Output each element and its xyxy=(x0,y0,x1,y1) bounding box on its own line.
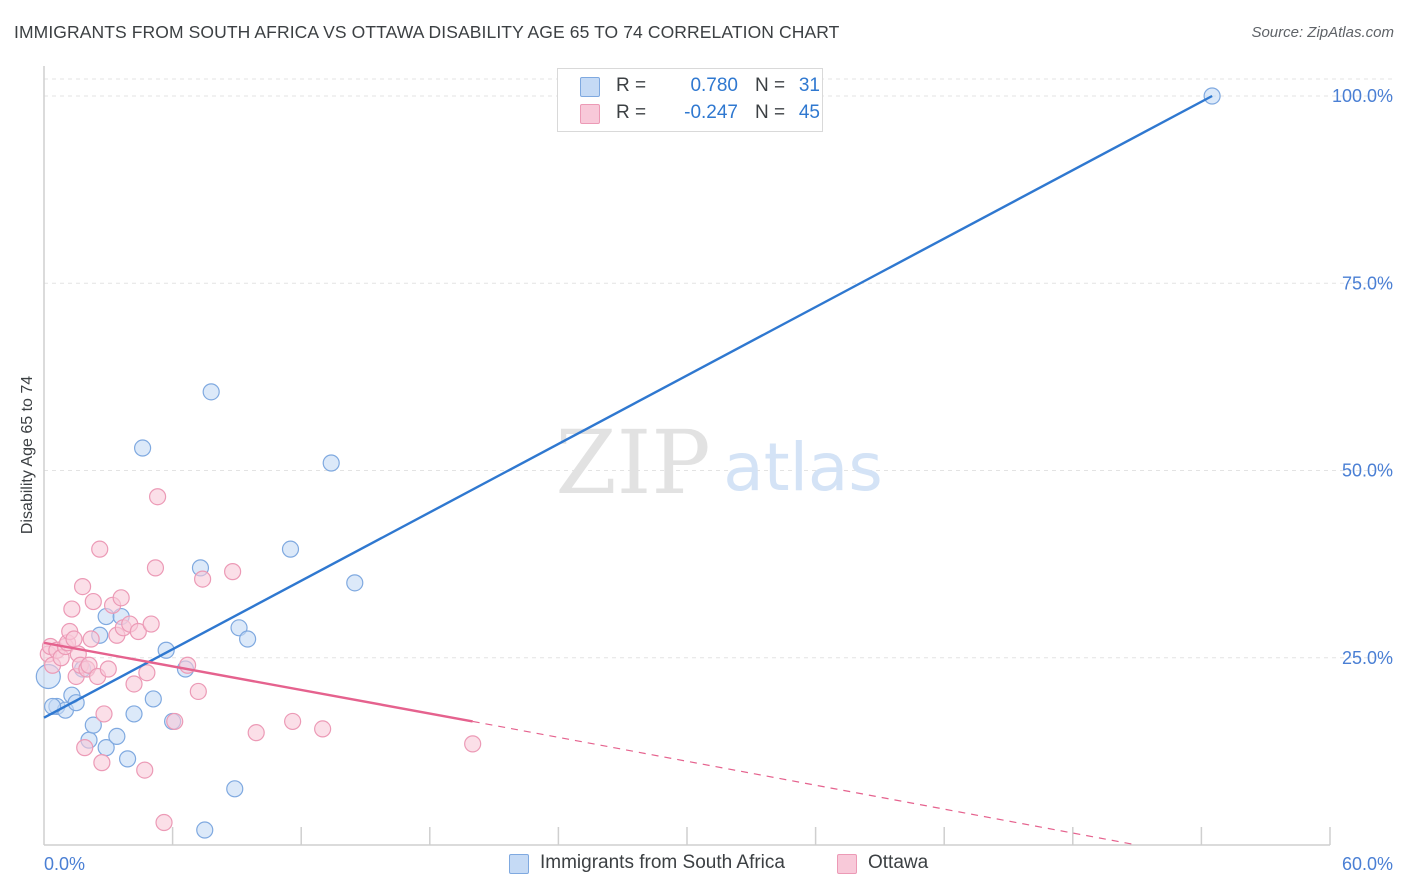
legend-swatch-blue xyxy=(580,77,600,97)
ottawa-point xyxy=(73,577,92,596)
south-africa-point xyxy=(118,750,137,768)
ottawa-point xyxy=(284,712,302,731)
ottawa-point xyxy=(93,754,111,772)
ottawa-point xyxy=(63,600,81,618)
ottawa-point xyxy=(76,739,94,757)
legend-n-label: N = xyxy=(755,102,786,123)
legend-r-label: R = xyxy=(616,102,647,123)
south-africa-point xyxy=(281,540,300,558)
watermark: ZIP atlas xyxy=(555,411,882,514)
ottawa-trend-extension xyxy=(472,720,1138,846)
ottawa-point xyxy=(148,488,167,506)
south-africa-point xyxy=(108,727,126,745)
legend-r-value: -0.247 xyxy=(684,102,738,123)
ottawa-point xyxy=(142,615,160,633)
south-africa-trend-line xyxy=(43,94,1213,719)
ottawa-point xyxy=(82,630,100,648)
bottom-legend-swatch-blue xyxy=(509,854,529,874)
legend-n-value: 31 xyxy=(798,75,820,96)
south-africa-point xyxy=(322,454,340,472)
tick-labels: 25.0% 50.0% 75.0% 100.0% 0.0% 60.0% xyxy=(44,86,1393,874)
ottawa-point xyxy=(95,705,113,723)
south-africa-point xyxy=(226,780,244,798)
ottawa-point xyxy=(146,559,165,577)
south-africa-point xyxy=(346,574,364,592)
south-africa-point xyxy=(196,821,214,839)
y-tick-label: 25.0% xyxy=(1342,648,1393,668)
south-africa-point xyxy=(125,705,143,723)
legend-r-label: R = xyxy=(616,75,647,96)
ottawa-point xyxy=(247,724,265,742)
ottawa-trend-line xyxy=(43,641,473,723)
ottawa-point xyxy=(464,735,482,753)
y-tick-label: 100.0% xyxy=(1332,86,1393,106)
trend-lines xyxy=(43,94,1213,846)
source-credit: Source: ZipAtlas.com xyxy=(1251,24,1394,41)
ottawa-point xyxy=(155,813,173,832)
bottom-legend-swatch-pink xyxy=(837,854,857,874)
y-tick-label: 75.0% xyxy=(1342,273,1393,293)
legend-r-value: 0.780 xyxy=(690,75,738,96)
x-tick-label-max: 60.0% xyxy=(1342,854,1393,874)
axes xyxy=(43,66,1331,846)
ottawa-point xyxy=(125,675,143,693)
legend-swatch-pink xyxy=(580,104,600,124)
ottawa-point xyxy=(138,664,156,682)
ottawa-point xyxy=(129,622,147,641)
chart-title: IMMIGRANTS FROM SOUTH AFRICA VS OTTAWA D… xyxy=(14,22,840,42)
ottawa-point xyxy=(314,720,332,738)
legend-n-label: N = xyxy=(755,75,786,96)
ottawa-point xyxy=(91,540,109,558)
watermark-atlas: atlas xyxy=(723,429,883,506)
bottom-legend-label: Immigrants from South Africa xyxy=(540,852,785,873)
ottawa-point xyxy=(189,682,207,701)
south-africa-point xyxy=(84,716,102,734)
correlation-legend: R = 0.780 N = 31 R = -0.247 N = 45 xyxy=(557,68,823,132)
ottawa-point xyxy=(65,630,83,648)
ottawa-point xyxy=(166,712,184,731)
south-africa-point xyxy=(202,383,220,401)
ottawa-point xyxy=(112,589,130,607)
ottawa-point xyxy=(136,761,154,779)
south-africa-point xyxy=(144,690,162,708)
bottom-legend-label: Ottawa xyxy=(868,852,929,873)
ottawa-point xyxy=(99,660,117,678)
ottawa-point xyxy=(84,592,102,611)
y-tick-label: 50.0% xyxy=(1342,461,1393,481)
x-tick-label-min: 0.0% xyxy=(44,854,85,874)
south-africa-point xyxy=(133,439,152,457)
ottawa-point xyxy=(194,570,212,588)
gridlines xyxy=(44,78,1393,659)
data-points xyxy=(35,87,1221,839)
watermark-zip: ZIP xyxy=(555,411,710,514)
ottawa-point xyxy=(224,563,242,581)
legend-n-value: 45 xyxy=(798,102,820,123)
south-africa-point xyxy=(239,630,257,648)
